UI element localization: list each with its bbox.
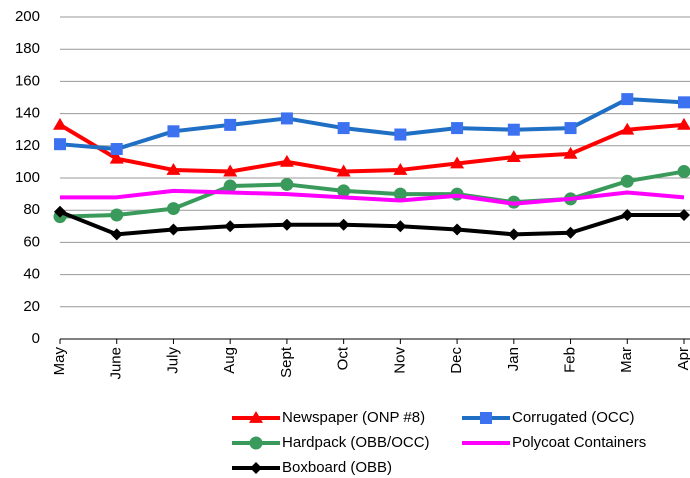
marker	[393, 187, 407, 201]
marker	[279, 154, 294, 167]
x-tick-label: Jan	[505, 347, 522, 371]
legend-label: Boxboard (OBB)	[282, 459, 392, 476]
x-tick-label: Feb	[562, 347, 579, 373]
marker	[249, 436, 263, 450]
y-tick-label: 20	[23, 298, 40, 315]
marker	[678, 96, 690, 109]
marker	[224, 220, 237, 233]
marker	[678, 209, 690, 222]
y-tick-label: 160	[15, 72, 40, 89]
legend-label: Newspaper (ONP #8)	[282, 409, 425, 426]
marker	[280, 112, 293, 125]
marker	[167, 223, 180, 236]
y-tick-label: 140	[15, 105, 40, 122]
marker	[110, 228, 123, 241]
x-tick-label: July	[164, 347, 181, 374]
marker	[621, 209, 634, 222]
marker	[53, 117, 67, 130]
marker	[451, 122, 464, 135]
x-tick-label: Dec	[448, 347, 465, 374]
x-tick-label: Mar	[618, 347, 635, 373]
marker	[563, 146, 578, 159]
marker	[224, 118, 237, 131]
y-tick-label: 0	[32, 330, 40, 347]
marker	[507, 123, 520, 136]
y-tick-label: 120	[15, 137, 40, 154]
marker	[677, 165, 690, 179]
x-tick-label: Nov	[391, 347, 408, 374]
marker	[109, 151, 124, 164]
y-tick-label: 60	[23, 233, 40, 250]
x-tick-label: Aug	[221, 347, 238, 374]
series-line	[58, 122, 685, 174]
marker	[621, 93, 634, 106]
marker	[480, 412, 492, 424]
marker	[506, 150, 521, 162]
marker	[507, 228, 520, 241]
marker	[337, 184, 351, 198]
marker	[394, 220, 407, 233]
marker	[336, 164, 351, 177]
marker	[394, 128, 407, 141]
marker	[250, 462, 262, 474]
y-tick-label: 200	[15, 8, 40, 25]
marker	[620, 122, 635, 135]
x-tick-label: May	[51, 347, 68, 376]
marker	[393, 162, 408, 175]
marker	[337, 218, 350, 231]
x-tick-label: Oct	[335, 346, 352, 370]
marker	[223, 164, 238, 177]
legend-label: Polycoat Containers	[512, 434, 646, 451]
y-tick-label: 40	[23, 266, 40, 283]
marker	[450, 156, 465, 169]
marker	[620, 174, 634, 188]
legend-label: Hardpack (OBB/OCC)	[282, 434, 430, 451]
series-line	[59, 97, 685, 152]
marker	[110, 208, 124, 222]
marker	[110, 143, 123, 156]
marker	[564, 122, 577, 135]
y-tick-label: 100	[15, 169, 40, 186]
marker	[167, 125, 180, 138]
series-line	[59, 209, 684, 237]
y-tick-label: 180	[15, 40, 40, 57]
marker	[564, 226, 577, 239]
x-tick-label: June	[108, 347, 125, 380]
marker	[166, 202, 180, 216]
y-tick-label: 80	[23, 201, 40, 218]
series-line	[60, 188, 685, 206]
marker	[166, 162, 181, 175]
marker	[280, 218, 293, 231]
marker	[451, 223, 464, 236]
marker	[249, 411, 263, 423]
legend-label: Corrugated (OCC)	[512, 409, 635, 426]
marker	[54, 138, 66, 151]
marker	[337, 122, 350, 135]
x-tick-label: Sept	[278, 346, 295, 378]
marker	[223, 179, 237, 193]
marker	[280, 177, 294, 191]
marker	[54, 205, 66, 218]
x-tick-label: Apr	[675, 347, 690, 370]
marker	[677, 117, 690, 130]
